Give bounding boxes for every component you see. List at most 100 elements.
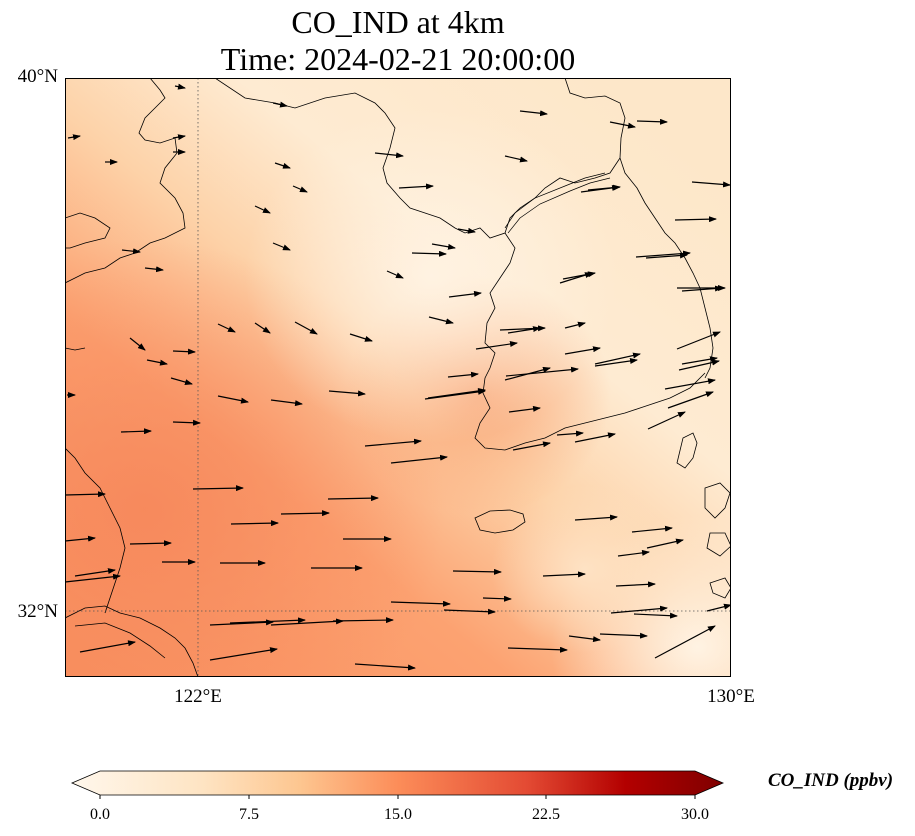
wind-arrow: [457, 227, 476, 234]
x-tick-label-right: 130°E: [707, 686, 755, 707]
wind-arrow: [654, 625, 716, 659]
wind-arrow: [635, 250, 691, 258]
wind-vectors: [65, 83, 731, 671]
wind-arrow: [67, 134, 81, 141]
wind-arrow: [411, 250, 447, 257]
map-frame: [65, 78, 731, 677]
wind-arrow: [645, 252, 688, 259]
wind-arrow: [574, 432, 616, 443]
wind-arrow: [424, 388, 486, 400]
map-panel: [65, 78, 731, 677]
wind-arrow: [174, 83, 186, 90]
wind-arrow: [448, 290, 482, 298]
wind-arrow: [646, 538, 684, 549]
wind-arrow: [609, 121, 636, 129]
wind-arrow: [172, 134, 186, 141]
wind-arrow: [254, 205, 271, 214]
wind-arrow: [270, 618, 344, 626]
wind-arrow: [664, 378, 716, 390]
wind-arrow: [65, 573, 121, 583]
wind-arrow: [556, 430, 584, 437]
wind-arrow: [594, 358, 638, 367]
wind-arrow: [398, 183, 434, 190]
wind-arrow: [574, 514, 618, 521]
wind-arrow: [512, 441, 551, 451]
wind-arrow: [594, 352, 641, 365]
wind-arrow: [681, 356, 718, 365]
colorbar-tick-label: 22.5: [532, 806, 560, 823]
colorbar-tick-label: 15.0: [384, 806, 412, 823]
wind-arrow: [542, 571, 586, 578]
wind-arrow: [170, 377, 193, 385]
wind-arrow: [559, 272, 593, 284]
wind-arrow: [390, 600, 451, 607]
wind-arrow: [121, 248, 141, 255]
wind-arrow: [65, 491, 106, 498]
wind-arrow: [172, 419, 201, 426]
wind-arrow: [146, 359, 168, 366]
wind-arrow: [568, 635, 601, 643]
colorbar: [70, 770, 725, 799]
wind-arrow: [332, 617, 394, 624]
wind-arrow: [691, 181, 731, 188]
wind-arrow: [647, 411, 686, 430]
wind-arrow: [505, 366, 579, 377]
wind-arrow: [475, 341, 518, 350]
wind-arrow: [631, 525, 673, 533]
map-title-variable: CO_IND at 4km: [291, 4, 505, 40]
wind-arrow: [443, 608, 496, 615]
wind-arrow: [508, 405, 541, 413]
coastlines: [65, 78, 731, 677]
wind-arrow: [144, 266, 164, 273]
wind-arrow: [386, 270, 404, 279]
colorbar-tick-label: 7.5: [239, 806, 259, 823]
wind-arrow: [129, 337, 146, 351]
wind-arrow: [217, 323, 236, 333]
wind-arrow: [254, 322, 271, 334]
wind-arrow: [274, 162, 291, 169]
colorbar-label: CO_IND (ppbv): [768, 770, 894, 791]
wind-arrow: [65, 535, 96, 542]
wind-arrow: [617, 549, 650, 557]
wind-arrow: [706, 603, 731, 612]
wind-arrow: [364, 438, 422, 447]
y-tick-label-bottom: 32°N: [17, 601, 58, 622]
y-tick-label-top: 40°N: [17, 66, 58, 87]
wind-arrow: [272, 242, 291, 251]
wind-arrow: [519, 110, 548, 117]
wind-arrow: [482, 595, 512, 602]
wind-arrow: [209, 619, 274, 626]
map-canvas: [65, 78, 731, 677]
wind-arrow: [633, 612, 678, 619]
wind-arrow: [615, 581, 656, 588]
co-concentration-field: [65, 78, 731, 677]
wind-arrow: [172, 348, 196, 355]
wind-arrow: [428, 316, 454, 325]
wind-arrow: [452, 568, 502, 575]
wind-arrow: [374, 152, 404, 159]
wind-arrow: [217, 395, 249, 404]
wind-arrow: [294, 321, 318, 335]
wind-arrow: [427, 388, 486, 399]
colorbar-tick-label: 0.0: [90, 806, 110, 823]
wind-arrow: [667, 391, 714, 409]
wind-arrow: [674, 216, 717, 223]
wind-arrow: [431, 243, 456, 250]
wind-arrow: [120, 428, 152, 435]
x-tick-label-left: 122°E: [174, 686, 222, 707]
wind-arrow: [292, 185, 308, 193]
wind-arrow: [349, 333, 373, 342]
wind-arrow: [129, 540, 172, 547]
wind-arrow: [447, 371, 479, 378]
wind-arrow: [610, 605, 668, 614]
wind-arrow: [564, 321, 586, 329]
wind-arrow: [507, 646, 568, 653]
colorbar-tick-label: 30.0: [681, 806, 709, 823]
wind-arrow: [504, 155, 528, 163]
wind-arrow: [280, 510, 330, 517]
wind-arrow: [327, 495, 379, 502]
wind-arrow: [230, 520, 279, 527]
wind-arrow: [354, 663, 416, 671]
wind-arrow: [390, 454, 448, 464]
wind-arrow: [79, 640, 136, 653]
